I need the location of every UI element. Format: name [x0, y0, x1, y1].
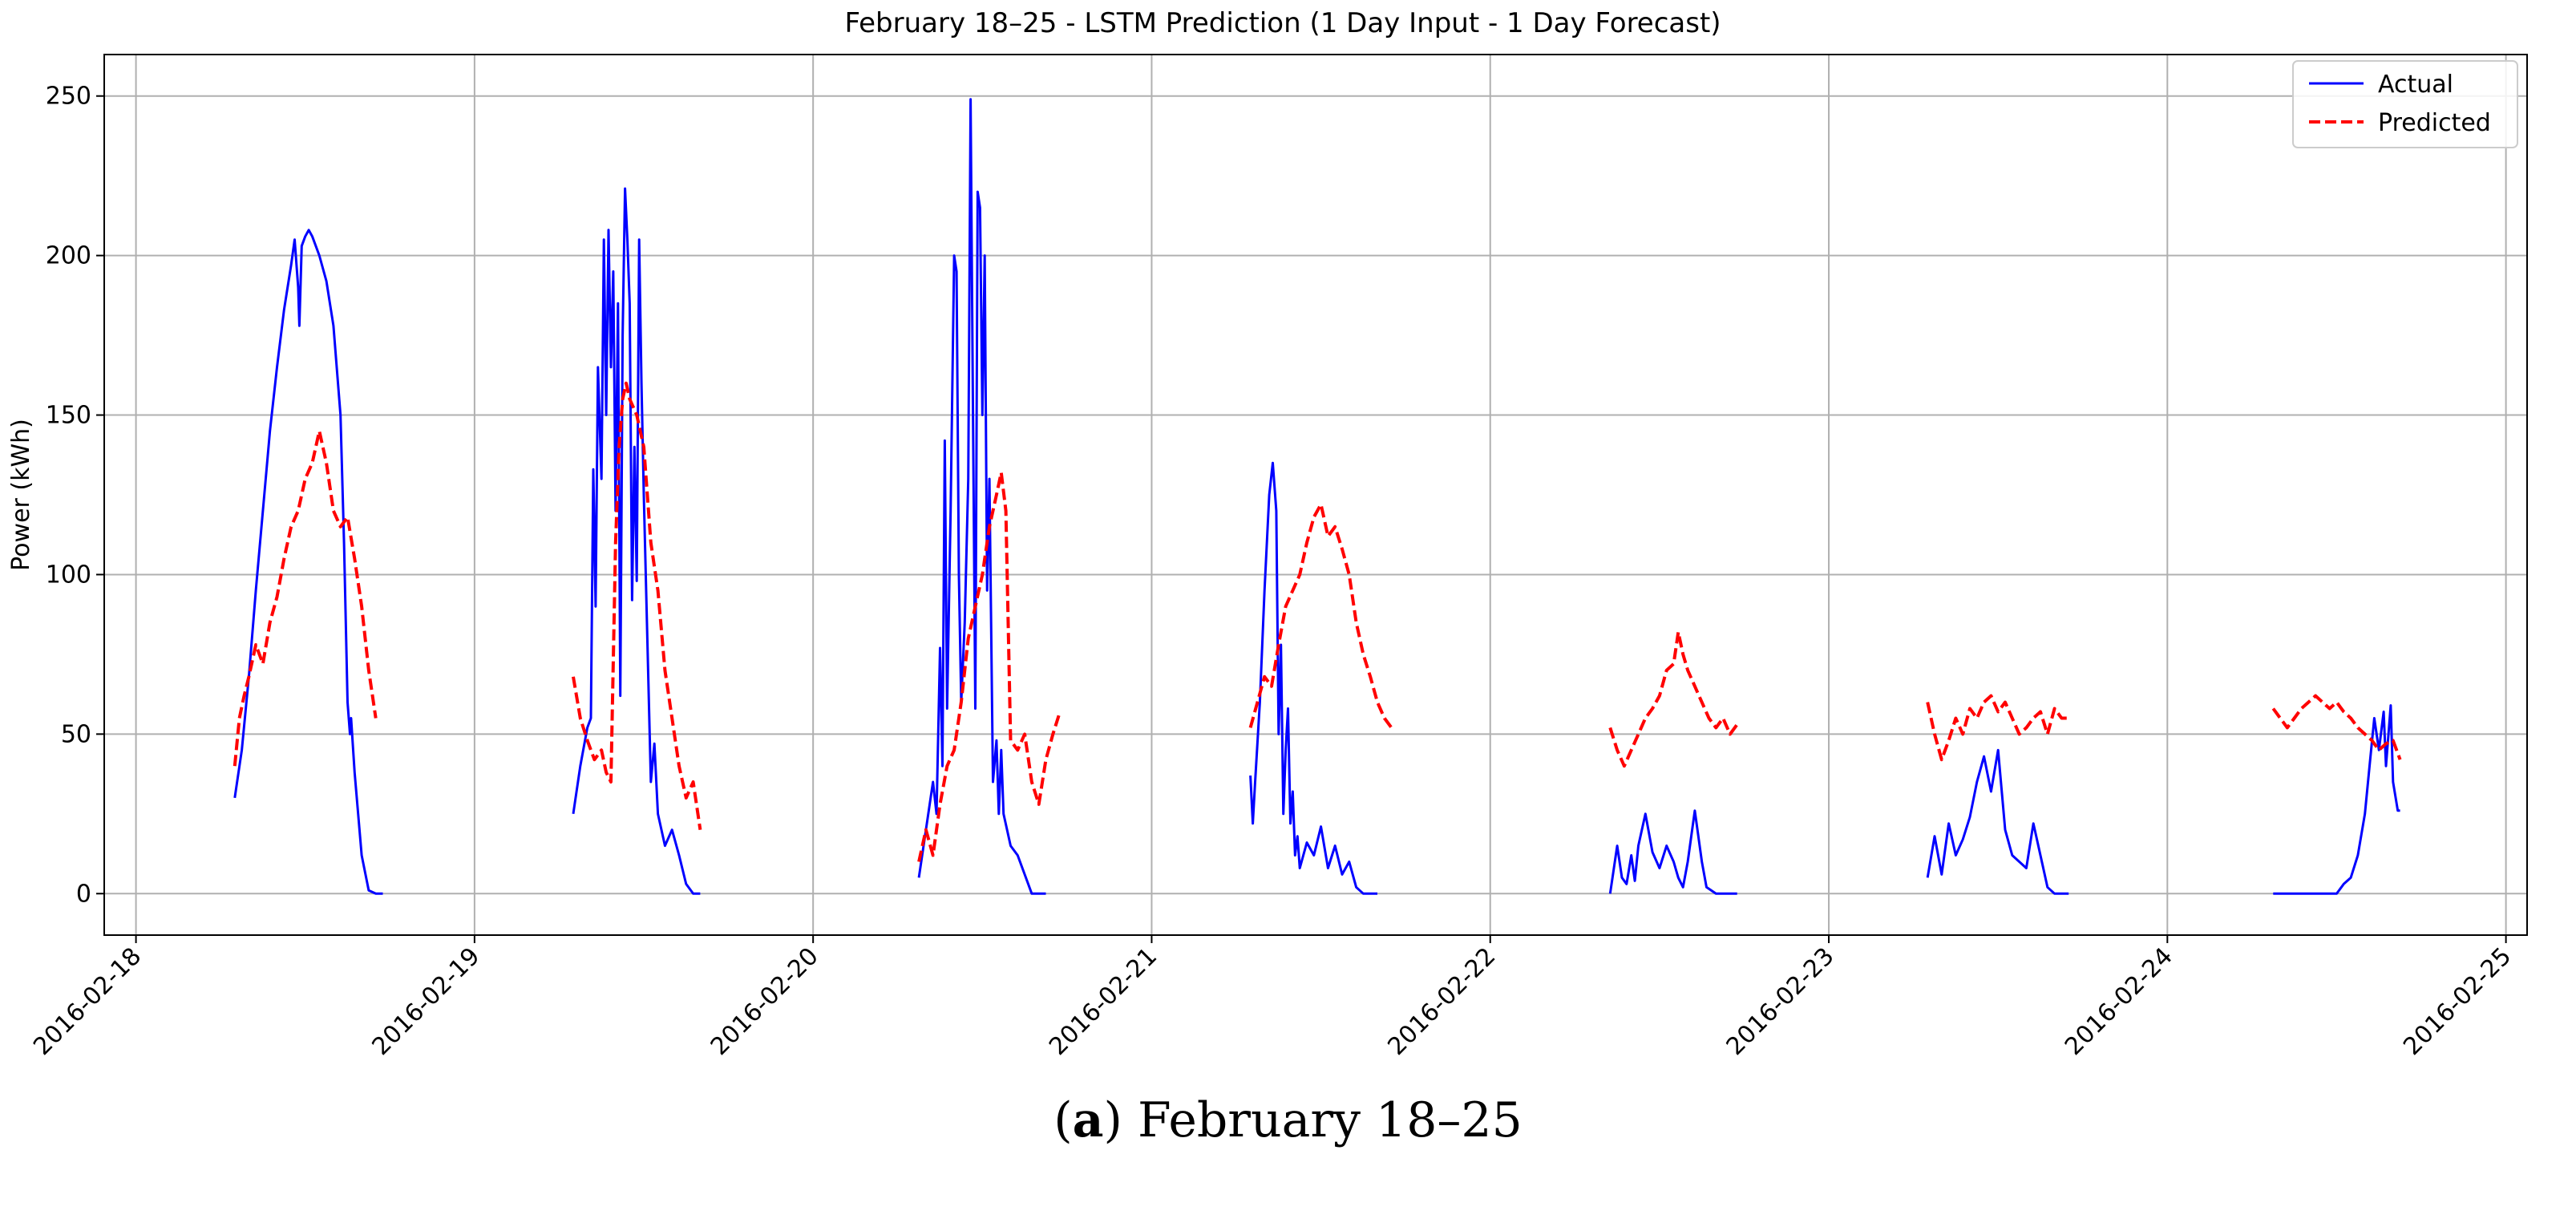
actual-series-line — [1249, 461, 1377, 895]
actual-series-line — [1608, 809, 1737, 895]
actual-series-line — [233, 229, 383, 895]
plot-frame — [103, 54, 2528, 936]
x-tick-label: 2016-02-19 — [366, 942, 485, 1061]
x-axis: 2016-02-18 2016-02-19 2016-02-20 2016-02-21… — [28, 935, 2517, 1061]
x-tick-label: 2016-02-20 — [706, 942, 824, 1061]
legend-predicted-label: Predicted — [2378, 109, 2491, 137]
actual-series-line — [1926, 748, 2069, 895]
series-actual — [233, 98, 2400, 895]
line-chart: February 18–25 - LSTM Prediction (1 Day … — [7, 7, 2528, 1061]
x-tick-label: 2016-02-21 — [1044, 942, 1163, 1061]
y-axis-label: Power (kWh) — [7, 419, 35, 571]
x-tick-label: 2016-02-18 — [28, 942, 147, 1061]
y-tick-label: 50 — [61, 720, 91, 748]
caption-close-paren: ) — [1103, 1092, 1122, 1148]
y-axis: 0 50 100 150 200 250 — [46, 83, 104, 908]
y-tick-label: 150 — [46, 402, 91, 430]
caption-letter: a — [1072, 1092, 1104, 1148]
predicted-series-line — [2271, 694, 2402, 760]
predicted-series-line — [1248, 502, 1393, 729]
caption-text: February 18–25 — [1122, 1092, 1523, 1148]
legend-actual-label: Actual — [2378, 71, 2453, 99]
predicted-series-line — [572, 381, 702, 830]
actual-series-line — [917, 98, 1046, 895]
predicted-series-line — [1608, 630, 1739, 768]
y-tick-label: 100 — [46, 561, 91, 589]
data-series — [233, 98, 2402, 895]
x-tick-label: 2016-02-23 — [1721, 942, 1840, 1061]
legend: Actual Predicted — [2292, 60, 2518, 148]
predicted-series-line — [917, 471, 1062, 862]
y-tick-label: 250 — [46, 83, 91, 111]
predicted-series-line — [233, 429, 378, 767]
grid-lines — [104, 55, 2527, 935]
predicted-series-line — [1926, 694, 2069, 762]
chart-title: February 18–25 - LSTM Prediction (1 Day … — [844, 7, 1721, 39]
x-tick-label: 2016-02-24 — [2060, 942, 2178, 1061]
figure-caption: (a) February 18–25 — [0, 1092, 2576, 1148]
caption-open-paren: ( — [1053, 1092, 1073, 1148]
x-tick-label: 2016-02-22 — [1382, 942, 1501, 1061]
y-tick-label: 0 — [76, 880, 91, 908]
y-tick-label: 200 — [46, 242, 91, 270]
series-predicted — [233, 381, 2402, 862]
actual-series-line — [572, 187, 701, 895]
x-tick-label: 2016-02-25 — [2398, 942, 2517, 1061]
